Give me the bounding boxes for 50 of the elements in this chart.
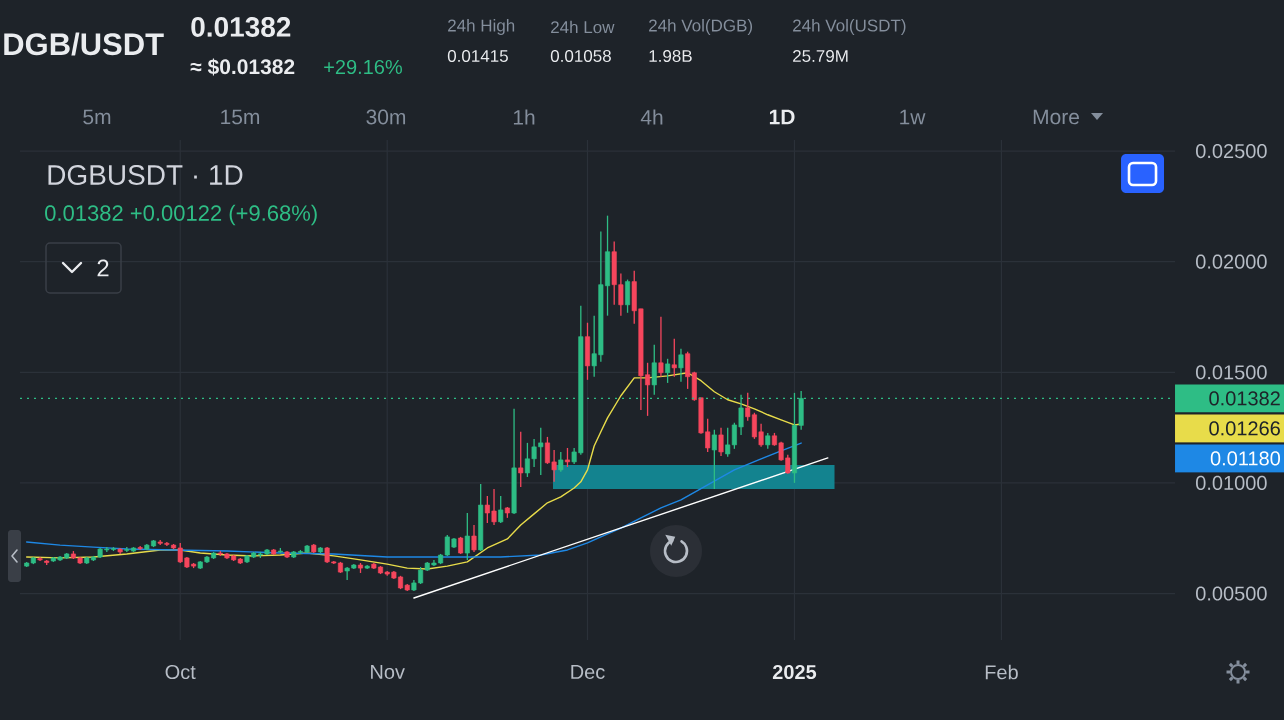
text: 0.01058 — [550, 49, 611, 63]
text: 0.01382 — [191, 17, 291, 37]
text: 24h Low — [551, 20, 615, 34]
candlestick — [678, 348, 684, 383]
text: More — [1033, 109, 1079, 125]
text: ≈ $0.01382 — [190, 58, 295, 76]
x-tick-label: Oct — [165, 664, 196, 680]
x-tick-label: 2025 — [772, 664, 817, 680]
candlestick — [625, 278, 631, 314]
text: 1.98B — [649, 49, 692, 63]
candlestick — [651, 344, 657, 396]
y-tick-label: 0.01500 — [1196, 365, 1267, 380]
candlestick — [718, 427, 724, 457]
x-tick-label: Nov — [371, 665, 405, 679]
candlestick — [498, 495, 504, 524]
text: 0.01180 — [1210, 451, 1281, 466]
y-tick-label: 0.00500 — [1196, 586, 1267, 601]
candlestick — [464, 512, 470, 561]
candlestick — [658, 316, 664, 378]
text: 0.01266 — [1209, 421, 1280, 436]
x-tick-label: Dec — [571, 665, 605, 679]
text: 5m — [83, 109, 111, 125]
x-tick-label: Feb — [985, 664, 1018, 680]
annotation: 2 — [97, 259, 109, 277]
candlestick — [471, 524, 477, 553]
text: +29.16% — [324, 59, 402, 75]
y-tick-label: 0.02000 — [1196, 254, 1267, 269]
text: DGB/USDT — [4, 32, 164, 56]
text: 24h Vol(USDT) — [793, 19, 906, 35]
text: 0.01382 +0.00122 (+9.68%) — [45, 204, 317, 226]
candlestick — [558, 451, 564, 473]
text: 4h — [640, 109, 663, 125]
ref-line-label: 0.01382 — [1209, 391, 1280, 406]
text: 24h High — [448, 19, 515, 35]
y-tick-label: 0.01000 — [1196, 475, 1267, 490]
text: 30m — [366, 109, 406, 125]
text: 1w — [900, 109, 926, 125]
text: DGBUSDT · 1D — [48, 165, 243, 185]
candlestick — [711, 429, 717, 490]
text: 24h Vol(DGB) — [649, 19, 753, 35]
candlestick — [518, 431, 524, 488]
candlestick — [564, 447, 570, 468]
text: 0.01415 — [447, 49, 508, 63]
y-tick-label: 0.02500 — [1196, 143, 1267, 159]
candlestick — [671, 338, 677, 378]
text: 15m — [221, 109, 260, 125]
text: 1h — [513, 109, 535, 125]
text: 25.79M — [793, 49, 848, 63]
candlestick — [665, 358, 671, 384]
text: 1D — [769, 109, 795, 125]
